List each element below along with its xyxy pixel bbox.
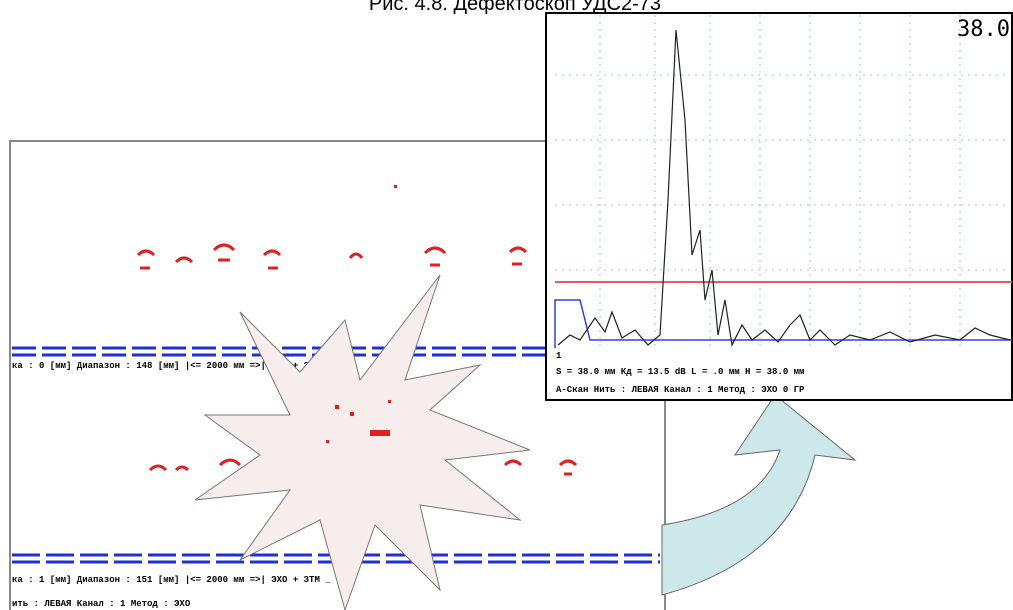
figure: Рис. 4.8. Дефектоскоп УДС2-73 ка : 0 [мм… — [0, 0, 1013, 610]
params-line: S = 38.0 мм Кд = 13.5 dB L = .0 мм H = 3… — [556, 367, 804, 377]
right-screen-frame — [546, 13, 1012, 400]
footer-line: А-Скан Нить : ЛЕВАЯ Канал : 1 Метод : ЭХ… — [556, 385, 805, 395]
status-line: ка : 1 [мм] Диапазон : 151 [мм] |<= 2000… — [12, 575, 331, 585]
marker-label: 1 — [556, 351, 562, 361]
readout: 38.0 — [957, 17, 1010, 42]
transition-arrow — [662, 395, 855, 595]
right-screen: 38.0 1 S = 38.0 мм Кд = 13.5 dB L = .0 м… — [546, 13, 1012, 400]
echo-dot — [394, 185, 397, 188]
status-line: ить : ЛЕВАЯ Канал : 1 Метод : ЭХО — [12, 599, 191, 609]
